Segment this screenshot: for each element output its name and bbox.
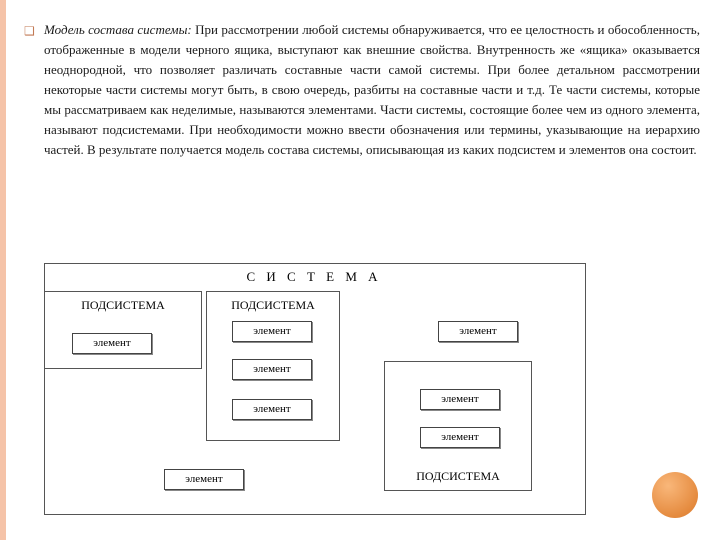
element-box: элемент	[232, 321, 312, 342]
system-diagram: С И С Т Е М А ПОДСИСТЕМА ПОДСИСТЕМА ПОДСИС…	[44, 263, 584, 513]
left-accent-border	[0, 0, 6, 540]
subsystem-box: ПОДСИСТЕМА	[384, 361, 532, 491]
element-box: элемент	[420, 427, 500, 448]
bullet-glyph: ❑	[24, 20, 44, 160]
subsystem-label: ПОДСИСТЕМА	[385, 469, 531, 484]
element-box: элемент	[438, 321, 518, 342]
bullet-item: ❑ Модель состава системы: При рассмотрен…	[24, 20, 700, 160]
element-box: элемент	[420, 389, 500, 410]
system-title: С И С Т Е М А	[44, 269, 584, 285]
element-box: элемент	[232, 399, 312, 420]
element-box: элемент	[164, 469, 244, 490]
element-box: элемент	[232, 359, 312, 380]
subsystem-label: ПОДСИСТЕМА	[207, 298, 339, 313]
content-area: ❑ Модель состава системы: При рассмотрен…	[24, 20, 700, 160]
paragraph: Модель состава системы: При рассмотрении…	[44, 20, 700, 160]
subsystem-label: ПОДСИСТЕМА	[45, 298, 201, 313]
decorative-circle-icon	[652, 472, 698, 518]
subsystem-box: ПОДСИСТЕМА	[44, 291, 202, 369]
paragraph-body: При рассмотрении любой системы обнаружив…	[44, 22, 700, 157]
element-box: элемент	[72, 333, 152, 354]
paragraph-title: Модель состава системы:	[44, 22, 192, 37]
